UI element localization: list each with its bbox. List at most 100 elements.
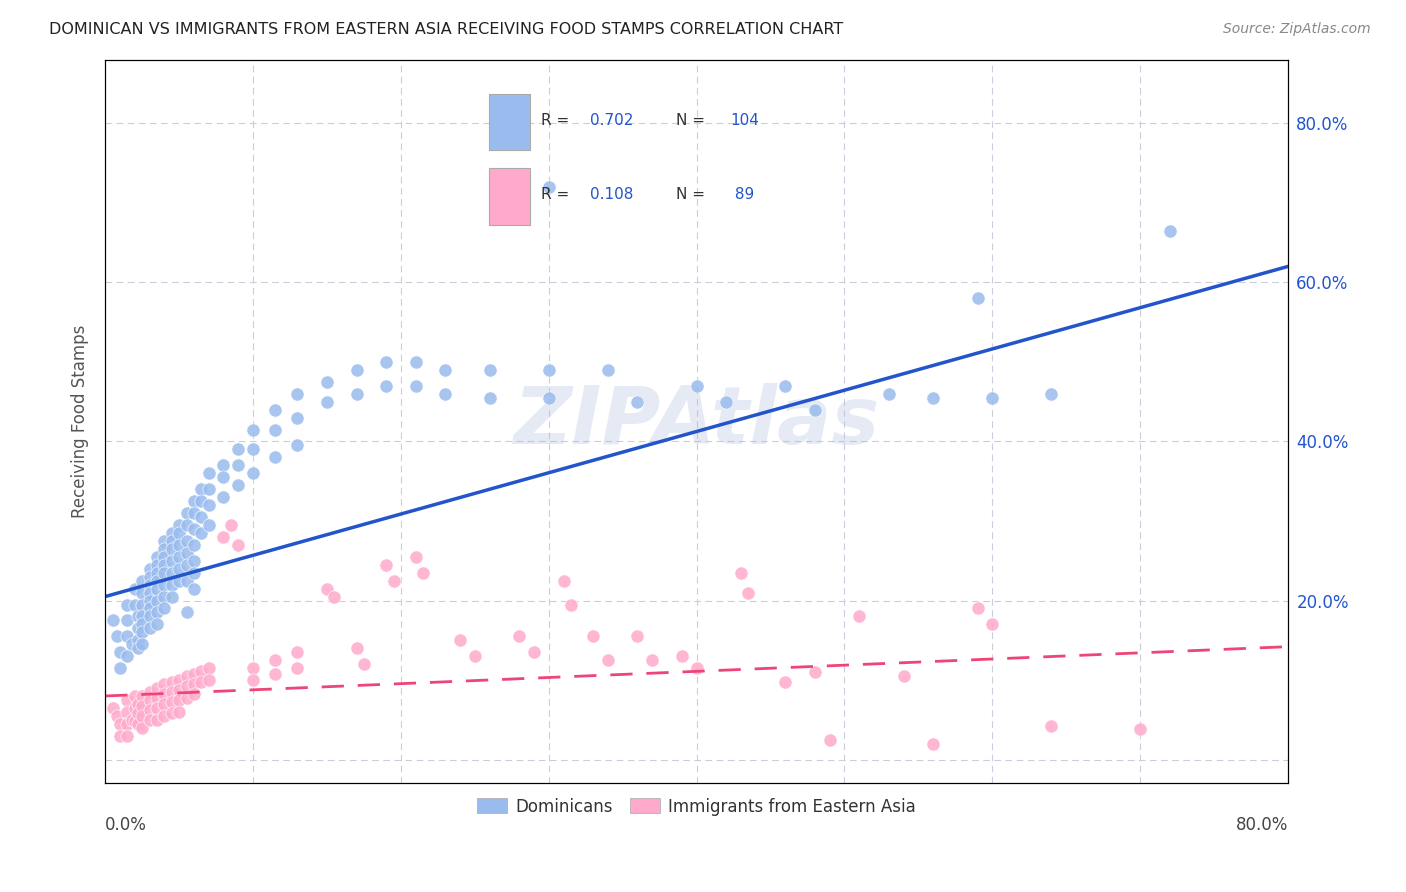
Point	[922, 737, 945, 751]
Point	[131, 609, 153, 624]
Text: 80.0%: 80.0%	[1236, 816, 1288, 834]
Point	[626, 394, 648, 409]
Point	[121, 637, 143, 651]
Point	[981, 391, 1004, 405]
Point	[138, 593, 160, 607]
Point	[117, 598, 139, 612]
Point	[160, 541, 183, 556]
Point	[117, 716, 139, 731]
Point	[138, 713, 160, 727]
Point	[146, 617, 169, 632]
Point	[287, 438, 309, 452]
Point	[146, 549, 169, 564]
Point	[160, 525, 183, 540]
Point	[160, 554, 183, 568]
Point	[176, 690, 198, 705]
Point	[242, 442, 264, 457]
Point	[108, 645, 131, 659]
Point	[131, 637, 153, 651]
Point	[316, 394, 339, 409]
Point	[242, 467, 264, 481]
Point	[138, 569, 160, 583]
Point	[160, 566, 183, 580]
Point	[1129, 723, 1152, 737]
Point	[197, 661, 219, 675]
Point	[176, 574, 198, 588]
Point	[153, 566, 176, 580]
Point	[353, 657, 375, 672]
Point	[121, 713, 143, 727]
Point	[153, 677, 176, 691]
Point	[922, 391, 945, 405]
Point	[105, 709, 128, 723]
Point	[153, 577, 176, 591]
Point	[264, 423, 287, 437]
Point	[190, 664, 212, 678]
Point	[176, 533, 198, 548]
Point	[160, 577, 183, 591]
Point	[405, 378, 427, 392]
Point	[153, 687, 176, 701]
Point	[153, 533, 176, 548]
Point	[101, 701, 124, 715]
Point	[167, 693, 190, 707]
Point	[167, 518, 190, 533]
Point	[434, 363, 457, 377]
Point	[138, 577, 160, 591]
Point	[190, 482, 212, 496]
Point	[131, 698, 153, 713]
Point	[981, 617, 1004, 632]
Point	[131, 585, 153, 599]
Point	[478, 391, 501, 405]
Point	[197, 467, 219, 481]
Point	[153, 590, 176, 604]
Point	[117, 629, 139, 643]
Point	[893, 669, 915, 683]
Point	[138, 703, 160, 717]
Point	[537, 391, 560, 405]
Point	[537, 363, 560, 377]
Point	[190, 674, 212, 689]
Point	[108, 661, 131, 675]
Point	[176, 546, 198, 560]
Point	[877, 386, 900, 401]
Point	[117, 614, 139, 628]
Point	[405, 549, 427, 564]
Point	[737, 585, 759, 599]
Point	[730, 566, 752, 580]
Point	[138, 621, 160, 635]
Point	[153, 697, 176, 711]
Point	[212, 458, 235, 473]
Point	[226, 442, 249, 457]
Point	[146, 606, 169, 620]
Point	[375, 378, 398, 392]
Point	[212, 470, 235, 484]
Point	[131, 721, 153, 735]
Point	[153, 709, 176, 723]
Point	[138, 562, 160, 576]
Point	[117, 693, 139, 707]
Point	[626, 629, 648, 643]
Point	[101, 614, 124, 628]
Point	[449, 633, 471, 648]
Point	[160, 706, 183, 721]
Point	[183, 494, 205, 508]
Point	[146, 558, 169, 572]
Point	[183, 666, 205, 681]
Point	[160, 695, 183, 709]
Point	[848, 609, 870, 624]
Legend: Dominicans, Immigrants from Eastern Asia: Dominicans, Immigrants from Eastern Asia	[471, 791, 922, 822]
Point	[131, 574, 153, 588]
Y-axis label: Receiving Food Stamps: Receiving Food Stamps	[72, 325, 89, 518]
Point	[316, 375, 339, 389]
Point	[537, 180, 560, 194]
Point	[242, 661, 264, 675]
Point	[176, 506, 198, 520]
Point	[146, 713, 169, 727]
Point	[1040, 386, 1063, 401]
Point	[775, 378, 797, 392]
Point	[775, 674, 797, 689]
Point	[131, 598, 153, 612]
Point	[226, 478, 249, 492]
Point	[153, 541, 176, 556]
